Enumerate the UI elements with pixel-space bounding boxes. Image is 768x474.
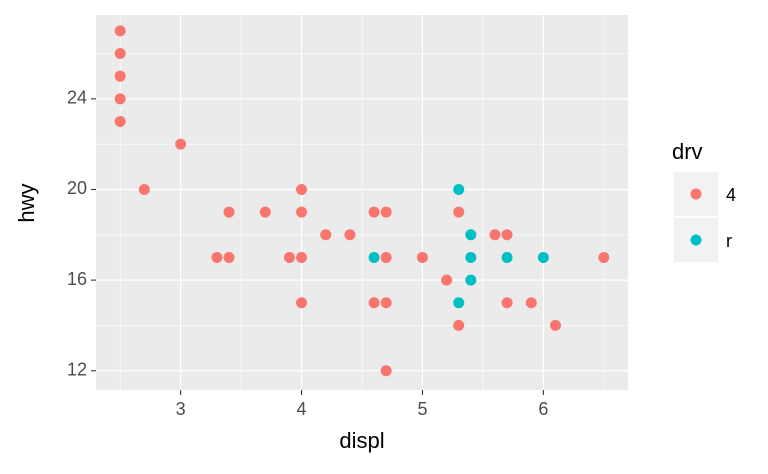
point <box>259 206 271 218</box>
y-tick-label: 16 <box>67 269 87 289</box>
point <box>296 183 308 195</box>
point <box>501 251 513 263</box>
point <box>223 206 235 218</box>
point <box>549 319 561 331</box>
point <box>380 251 392 263</box>
point <box>453 206 465 218</box>
x-axis-title: displ <box>339 428 384 453</box>
legend-title: drv <box>672 139 703 164</box>
point <box>211 251 223 263</box>
point <box>138 183 150 195</box>
point <box>380 297 392 309</box>
x-tick-label: 3 <box>176 399 186 419</box>
point <box>465 251 477 263</box>
point <box>296 297 308 309</box>
point <box>598 251 610 263</box>
point <box>489 229 501 241</box>
point <box>296 206 308 218</box>
point <box>114 48 126 60</box>
x-tick-label: 6 <box>538 399 548 419</box>
x-tick-label: 5 <box>417 399 427 419</box>
point <box>525 297 537 309</box>
point <box>537 251 549 263</box>
point <box>501 297 513 309</box>
point <box>453 297 465 309</box>
point <box>114 70 126 82</box>
point <box>114 93 126 105</box>
legend-label: r <box>726 231 732 251</box>
point <box>368 206 380 218</box>
y-tick-label: 12 <box>67 359 87 379</box>
point <box>465 229 477 241</box>
point <box>441 274 453 286</box>
point <box>320 229 332 241</box>
point <box>380 206 392 218</box>
point <box>368 297 380 309</box>
point <box>501 229 513 241</box>
point <box>175 138 187 150</box>
point <box>283 251 295 263</box>
legend-marker <box>690 188 702 200</box>
y-tick-label: 24 <box>67 88 87 108</box>
point <box>453 183 465 195</box>
point <box>223 251 235 263</box>
point <box>344 229 356 241</box>
point <box>114 115 126 127</box>
legend-label: 4 <box>726 185 736 205</box>
point <box>453 319 465 331</box>
point <box>465 274 477 286</box>
point <box>416 251 428 263</box>
point <box>380 365 392 377</box>
y-tick-label: 20 <box>67 178 87 198</box>
x-tick-label: 4 <box>297 399 307 419</box>
point <box>296 251 308 263</box>
legend-marker <box>690 234 702 246</box>
point <box>368 251 380 263</box>
point <box>114 25 126 37</box>
y-axis-title: hwy <box>14 183 39 222</box>
